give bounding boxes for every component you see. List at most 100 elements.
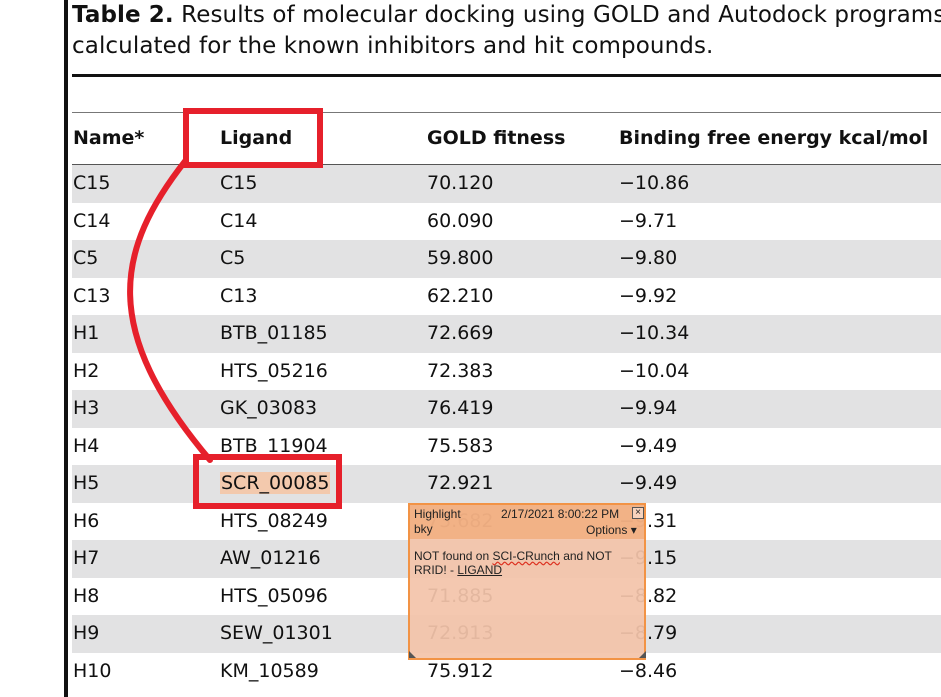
table-header-bottom-rule <box>72 164 941 165</box>
table-row: C13 C13 62.210 −9.92 <box>72 278 941 316</box>
annotation-note-popup[interactable]: Highlight 2/17/2021 8:00:22 PM bky Optio… <box>408 503 646 660</box>
cell-name-text: C13 <box>73 284 111 307</box>
cell-binding-energy: −9.49 <box>619 435 677 457</box>
note-body-text-1: NOT found on <box>414 549 493 563</box>
cell-ligand-text: SCR_00085 <box>220 472 331 494</box>
cell-gold-fitness: 60.090 <box>427 210 493 232</box>
cell-gold-fitness: 72.921 <box>427 472 493 494</box>
cell-name: H6 <box>73 510 99 532</box>
cell-name-text: C14 <box>73 209 111 232</box>
cell-binding-energy-text: −9.49 <box>619 434 678 457</box>
note-body[interactable]: NOT found on SCI-CRunch and NOT RRID! - … <box>414 549 640 577</box>
table-row: H3 GK_03083 76.419 −9.94 <box>72 390 941 428</box>
cell-binding-energy: −10.86 <box>619 172 689 194</box>
note-type: Highlight <box>414 507 461 521</box>
cell-ligand: SEW_01301 <box>220 622 333 644</box>
cell-binding-energy-text: −10.86 <box>619 172 690 194</box>
close-icon[interactable]: × <box>632 507 644 519</box>
cell-name-text: H9 <box>73 622 100 644</box>
caption-text: Results of molecular docking using GOLD … <box>173 2 941 28</box>
cell-ligand: HTS_08249 <box>220 510 328 532</box>
cell-gold-fitness: 76.419 <box>427 397 493 419</box>
cell-ligand: BTB_11904 <box>220 435 328 457</box>
note-header[interactable] <box>410 505 644 539</box>
cell-binding-energy: −9.92 <box>619 285 677 307</box>
cell-name: H9 <box>73 622 99 644</box>
table-row: C14 C14 60.090 −9.71 <box>72 203 941 241</box>
cell-ligand-text: HTS_08249 <box>220 509 328 532</box>
cell-name: H1 <box>73 322 99 344</box>
cell-name: C14 <box>73 210 110 232</box>
cell-name: C15 <box>73 172 110 194</box>
cell-ligand-text: GK_03083 <box>220 397 318 419</box>
cell-ligand: AW_01216 <box>220 547 321 569</box>
cell-ligand-text: C14 <box>220 209 258 232</box>
cell-ligand-text: HTS_05216 <box>220 359 328 382</box>
ligand-header-annotation-box[interactable] <box>183 108 323 168</box>
cell-name-text: C15 <box>73 172 111 194</box>
cell-binding-energy: −9.80 <box>619 247 677 269</box>
cell-binding-energy: −9.94 <box>619 397 677 419</box>
cell-name-text: C5 <box>73 247 99 269</box>
cell-name: C5 <box>73 247 98 269</box>
cell-gold-fitness: 59.800 <box>427 247 493 269</box>
cell-gold-fitness: 72.383 <box>427 360 493 382</box>
table-row: H10 KM_10589 75.912 −8.46 <box>72 653 941 691</box>
cell-gold-fitness-text: 72.383 <box>427 359 494 382</box>
cell-name-text: H3 <box>73 397 100 419</box>
cell-gold-fitness-text: 62.210 <box>427 284 494 307</box>
cell-ligand-text: KM_10589 <box>220 659 319 682</box>
cell-binding-energy-text: −9.80 <box>619 247 678 269</box>
table-row: H1 BTB_01185 72.669 −10.34 <box>72 315 941 353</box>
cell-name-text: H6 <box>73 509 100 532</box>
cell-gold-fitness: 75.912 <box>427 660 493 682</box>
cell-gold-fitness: 75.583 <box>427 435 493 457</box>
cell-ligand-text: C5 <box>220 247 246 269</box>
ligand-cell-annotation-box[interactable] <box>193 454 342 509</box>
cell-ligand-text: C15 <box>220 172 258 194</box>
cell-gold-fitness: 62.210 <box>427 285 493 307</box>
caption-line-2: calculated for the known inhibitors and … <box>72 33 714 59</box>
cell-name-text: H10 <box>73 659 112 682</box>
cell-ligand-text: HTS_05096 <box>220 584 328 607</box>
cell-binding-energy: −10.04 <box>619 360 689 382</box>
table-row: C15 C15 70.120 −10.86 <box>72 165 941 203</box>
connector-curve <box>127 157 213 463</box>
cell-ligand: C5 <box>220 247 245 269</box>
cell-name: C13 <box>73 285 110 307</box>
table-row: H5 SCR_00085 72.921 −9.49 <box>72 465 941 503</box>
cell-gold-fitness-text: 59.800 <box>427 247 494 269</box>
table-row: H4 BTB_11904 75.583 −9.49 <box>72 428 941 466</box>
note-author: bky <box>414 522 433 536</box>
cell-gold-fitness-text: 75.583 <box>427 434 494 457</box>
cell-ligand-text: C13 <box>220 284 258 307</box>
cell-name: H5 <box>73 472 99 494</box>
cell-binding-energy-text: −10.04 <box>619 359 690 382</box>
cell-gold-fitness-text: 70.120 <box>427 172 494 194</box>
table-body: C15 C15 70.120 −10.86 C14 C14 60.090 −9.71 C5 C5 5… <box>72 165 941 690</box>
note-date: 2/17/2021 8:00:22 PM <box>501 507 620 521</box>
resize-grip-icon[interactable] <box>409 651 416 658</box>
note-options-menu[interactable]: Options ▾ <box>586 523 637 537</box>
header-binding-energy: Binding free energy kcal/mol <box>619 127 929 149</box>
resize-grip-icon[interactable] <box>639 651 646 658</box>
table-row: C5 C5 59.800 −9.80 <box>72 240 941 278</box>
cell-name: H7 <box>73 547 99 569</box>
cell-ligand: C14 <box>220 210 257 232</box>
header-name: Name* <box>73 127 145 149</box>
cell-ligand: BTB_01185 <box>220 322 328 344</box>
cell-binding-energy-text: −9.94 <box>619 397 678 419</box>
note-options-label: Options <box>586 523 628 537</box>
chevron-down-icon: ▾ <box>630 523 637 537</box>
cell-ligand: HTS_05096 <box>220 585 328 607</box>
table-row: H2 HTS_05216 72.383 −10.04 <box>72 353 941 391</box>
cell-name-text: H4 <box>73 434 100 457</box>
cell-name-text: H1 <box>73 322 100 344</box>
cell-binding-energy-text: −9.49 <box>619 472 678 494</box>
cell-name: H10 <box>73 660 111 682</box>
cell-gold-fitness-text: 76.419 <box>427 397 494 419</box>
cell-gold-fitness: 72.669 <box>427 322 493 344</box>
cell-gold-fitness-text: 72.921 <box>427 472 494 494</box>
cell-gold-fitness: 70.120 <box>427 172 493 194</box>
